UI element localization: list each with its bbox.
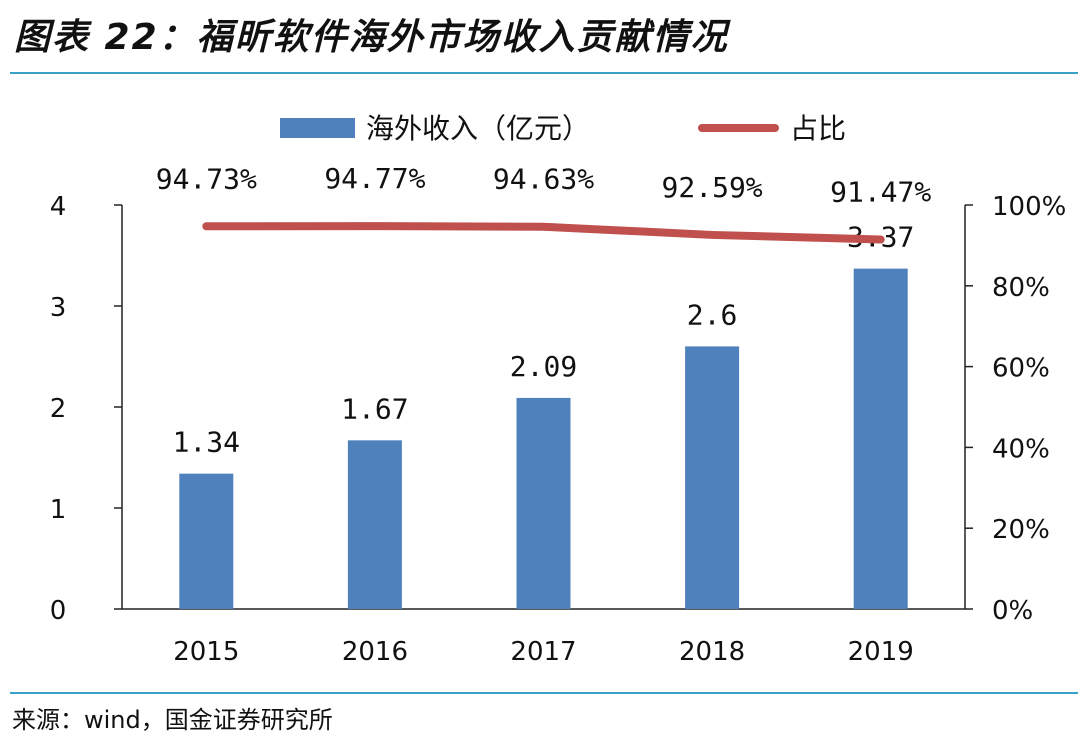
share-label-2018: 92.59%: [662, 171, 763, 204]
left-tick-label: 0: [50, 596, 67, 626]
bar-2015: [179, 473, 234, 609]
bar-2019: [853, 268, 908, 609]
bar-label-2017: 2.09: [510, 350, 577, 383]
legend-swatch-bar: [280, 118, 355, 138]
legend: 海外收入（亿元） 占比: [280, 112, 846, 145]
bar-2017: [516, 397, 571, 609]
bar-label-2015: 1.34: [173, 426, 240, 459]
page-title: 图表 22：福昕软件海外市场收入贡献情况: [14, 17, 729, 58]
x-tick-label-2017: 2017: [510, 637, 576, 667]
legend-label-bar: 海外收入（亿元）: [366, 112, 590, 145]
left-tick-label: 1: [50, 495, 67, 525]
right-tick-label: 80%: [992, 273, 1050, 303]
bar-2018: [685, 346, 740, 609]
right-tick-label: 100%: [992, 192, 1066, 222]
share-label-2017: 94.63%: [493, 163, 594, 196]
right-tick-label: 0%: [992, 596, 1033, 626]
right-axis-ticks: 0% 20% 40% 60% 80% 100%: [965, 192, 1066, 626]
left-tick-label: 2: [50, 394, 67, 424]
bar-series: [179, 268, 908, 609]
bar-labels: 1.341.672.092.63.37: [173, 221, 915, 459]
left-tick-label: 3: [50, 293, 67, 323]
title-divider: [10, 72, 1078, 74]
right-tick-label: 40%: [992, 434, 1050, 464]
x-tick-label-2016: 2016: [342, 637, 408, 667]
share-label-2019: 91.47%: [830, 175, 931, 208]
left-tick-label: 4: [50, 192, 67, 222]
x-tick-label-2019: 2019: [848, 637, 914, 667]
bar-2016: [347, 440, 402, 609]
bar-label-2018: 2.6: [687, 298, 738, 331]
line-labels: 94.73% 94.77% 94.63% 92.59% 91.47%: [156, 162, 932, 208]
share-line: [202, 222, 885, 244]
bar-label-2016: 1.67: [341, 392, 408, 425]
line-series: [202, 222, 885, 244]
x-tick-labels: 2015 2016 2017 2018 2019: [173, 637, 914, 667]
x-tick-label-2015: 2015: [173, 637, 239, 667]
legend-label-line: 占比: [790, 112, 846, 145]
footer-divider: [10, 692, 1078, 694]
x-tick-label-2018: 2018: [679, 637, 745, 667]
right-tick-label: 20%: [992, 515, 1050, 545]
left-axis-ticks: 0 1 2 3 4: [50, 192, 122, 626]
share-label-2016: 94.77%: [324, 162, 425, 195]
right-tick-label: 60%: [992, 354, 1050, 384]
share-label-2015: 94.73%: [156, 162, 257, 195]
source-note: 来源：wind，国金证券研究所: [12, 706, 333, 734]
